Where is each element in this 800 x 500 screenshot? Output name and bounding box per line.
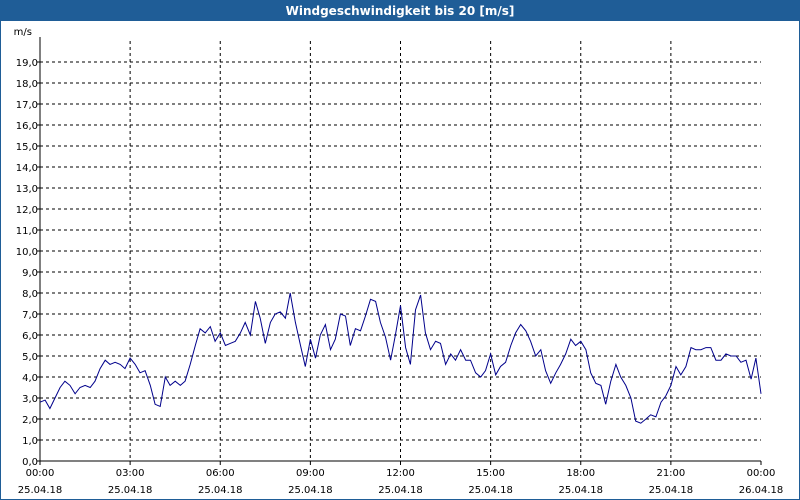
y-tick-label: 7,0	[22, 310, 38, 321]
y-tick-label: 14,0	[16, 163, 38, 174]
grid	[40, 41, 761, 461]
axes	[37, 37, 762, 465]
x-tick-time: 06:00	[206, 468, 235, 479]
y-axis-label: m/s	[14, 27, 32, 38]
y-tick-label: 19,0	[16, 58, 38, 69]
y-tick-label: 4,0	[22, 373, 38, 384]
x-tick-labels: 00:00 25.04.18 03:00 25.04.18 06:00 25.04.18 0…	[18, 468, 784, 496]
x-tick-time: 00:00	[26, 468, 55, 479]
y-tick-label: 12,0	[16, 205, 38, 216]
y-tick-label: 6,0	[22, 331, 38, 342]
y-tick-labels: 0,0 1,0 2,0 3,0 4,0 5,0 6,0 7,0 8,0 9,0 10,0 11,0 12…	[16, 58, 38, 468]
y-tick-label: 9,0	[22, 268, 38, 279]
x-tick-time: 21:00	[656, 468, 685, 479]
y-tick-label: 0,0	[22, 457, 38, 468]
x-tick-date: 25.04.18	[288, 485, 333, 496]
x-tick-time: 18:00	[566, 468, 595, 479]
y-tick-label: 17,0	[16, 100, 38, 111]
y-tick-label: 16,0	[16, 121, 38, 132]
x-tick-time: 09:00	[296, 468, 325, 479]
y-tick-label: 10,0	[16, 247, 38, 258]
x-tick-time: 00:00	[747, 468, 776, 479]
x-tick-date: 25.04.18	[558, 485, 603, 496]
x-tick-time: 12:00	[386, 468, 415, 479]
y-tick-label: 2,0	[22, 415, 38, 426]
y-tick-label: 13,0	[16, 184, 38, 195]
y-tick-label: 15,0	[16, 142, 38, 153]
x-tick-time: 03:00	[116, 468, 145, 479]
window-title: Windgeschwindigkeit bis 20 [m/s]	[1, 1, 799, 21]
x-tick-time: 15:00	[476, 468, 505, 479]
x-tick-date: 25.04.18	[198, 485, 243, 496]
wind-speed-series-line	[39, 292, 762, 424]
y-tick-label: 8,0	[22, 289, 38, 300]
x-tick-date: 26.04.18	[739, 485, 784, 496]
x-tick-date: 25.04.18	[378, 485, 423, 496]
x-tick-date: 25.04.18	[649, 485, 694, 496]
y-tick-label: 11,0	[16, 226, 38, 237]
y-tick-label: 5,0	[22, 352, 38, 363]
wind-speed-chart: m/s 0,0 1,0 2,0 3,0 4,0 5,0 6,0 7,0 8,0 9,0 10,0 11…	[14, 27, 784, 496]
y-tick-label: 1,0	[22, 436, 38, 447]
y-tick-label: 18,0	[16, 79, 38, 90]
y-tick-label: 3,0	[22, 394, 38, 405]
x-tick-date: 25.04.18	[468, 485, 513, 496]
x-tick-date: 25.04.18	[18, 485, 63, 496]
x-tick-date: 25.04.18	[108, 485, 153, 496]
